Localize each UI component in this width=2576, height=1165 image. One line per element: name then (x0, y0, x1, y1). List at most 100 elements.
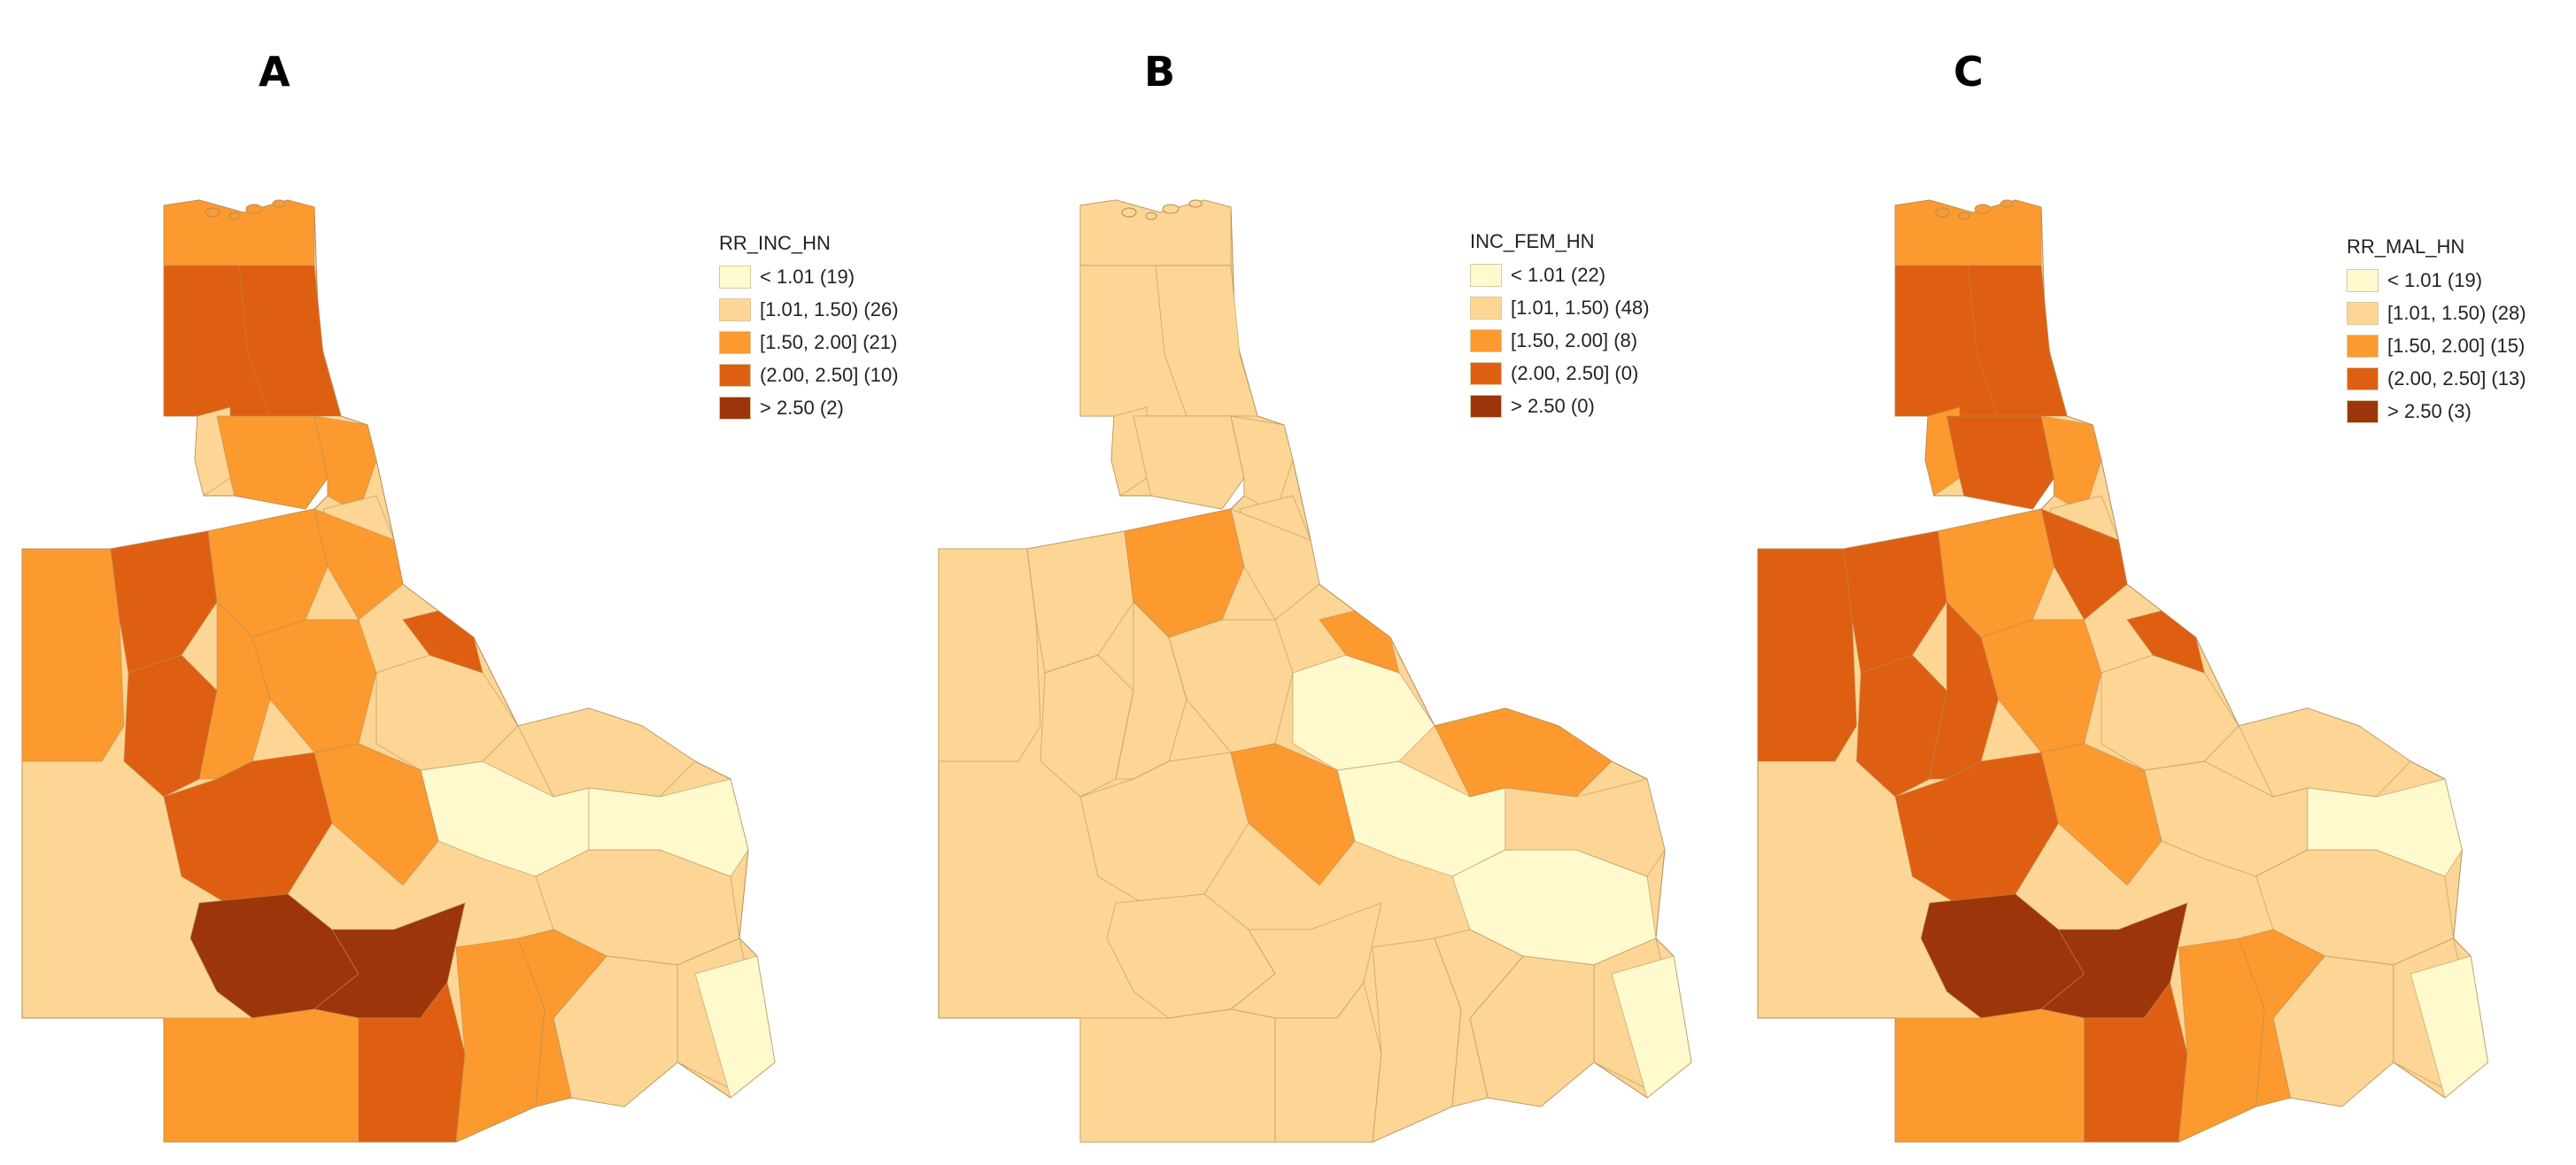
legend-title: RR_INC_HN (719, 232, 831, 254)
map-island (205, 207, 220, 218)
panel-label: A (259, 48, 290, 96)
map-region (1434, 707, 1613, 798)
map-island (1974, 204, 1992, 214)
legend-swatch (1470, 263, 1502, 287)
legend-label: < 1.01 (22) (1511, 263, 1606, 286)
map-region (21, 548, 125, 762)
choropleth-map (938, 199, 1692, 1143)
legend-label: [1.01, 1.50) (48) (1511, 296, 1650, 319)
map-island (1162, 204, 1180, 214)
map-region (313, 743, 439, 886)
legend-swatch (1470, 296, 1502, 320)
legend-title: RR_MAL_HN (2347, 235, 2465, 258)
legend-item: < 1.01 (19) (2347, 264, 2526, 297)
map-region (251, 619, 377, 753)
map-region (2238, 707, 2411, 798)
legend-label: [1.01, 1.50) (28) (2387, 301, 2526, 324)
legend-swatch (719, 396, 751, 420)
legend-swatch (719, 265, 751, 289)
map-region (2040, 743, 2162, 886)
map-region (1230, 508, 1320, 621)
panel-a: A RR_INC_HN < 1.01 (19) [1.01, 1.50) (26)… (0, 0, 899, 1165)
legend-item: [1.50, 2.00] (8) (1470, 324, 1650, 357)
legend-swatch (2347, 301, 2379, 325)
legend-swatch (1470, 328, 1502, 352)
legend-item: < 1.01 (19) (719, 260, 899, 293)
map-region (163, 199, 315, 266)
map-region (588, 778, 749, 877)
map-island (1935, 207, 1950, 218)
map-region (163, 1008, 360, 1143)
legend-label: > 2.50 (0) (1511, 394, 1595, 417)
map-region (2410, 955, 2489, 1099)
map-region (1079, 199, 1232, 266)
legend-swatch (2347, 366, 2379, 390)
legend-swatch (719, 363, 751, 387)
map-region (2126, 610, 2206, 674)
legend-item: [1.50, 2.00] (21) (719, 326, 899, 359)
choropleth-map (1757, 199, 2489, 1143)
map-region (517, 707, 696, 798)
legend-item: (2.00, 2.50] (0) (1470, 357, 1650, 390)
legend-item: [1.50, 2.00] (15) (2347, 329, 2526, 362)
map-regions (938, 199, 1692, 1143)
map-region (1757, 548, 1858, 762)
legend-label: < 1.01 (19) (760, 265, 855, 288)
legend-item: > 2.50 (2) (719, 391, 899, 424)
legend-label: > 2.50 (3) (2387, 399, 2472, 422)
legend: INC_FEM_HN < 1.01 (22) [1.01, 1.50) (48) [… (1470, 230, 1650, 422)
map-island (2000, 199, 2014, 208)
map-region (938, 548, 1041, 762)
legend-swatch (2347, 334, 2379, 358)
map-island (245, 204, 263, 214)
map-island (1121, 207, 1137, 218)
legend-title: INC_FEM_HN (1470, 230, 1595, 252)
map-region (1319, 610, 1400, 674)
legend-item: [1.01, 1.50) (26) (719, 293, 899, 326)
legend-label: > 2.50 (2) (760, 396, 844, 419)
legend-item: > 2.50 (0) (1470, 390, 1650, 422)
map-island (272, 199, 286, 208)
map-island (1188, 199, 1203, 208)
choropleth-map (21, 199, 776, 1143)
map-region (1079, 1008, 1276, 1143)
legend-swatch (719, 330, 751, 354)
map-region (1434, 929, 1524, 1107)
legend-swatch (719, 297, 751, 321)
panel-b: B INC_FEM_HN < 1.01 (22) [1.01, 1.50) (48… (894, 0, 1780, 1165)
map-region (1980, 619, 2102, 753)
panel-label: C (1953, 48, 1984, 96)
legend-label: [1.50, 2.00] (8) (1511, 328, 1638, 351)
map-regions (1757, 199, 2489, 1143)
map-region (1611, 955, 1692, 1099)
legend-label: (2.00, 2.50] (0) (1511, 361, 1639, 384)
legend-label: (2.00, 2.50] (13) (2387, 366, 2526, 390)
map-region (1894, 1008, 2085, 1143)
legend-swatch (1470, 394, 1502, 418)
map-island (1145, 212, 1157, 220)
legend-swatch (2347, 268, 2379, 292)
map-regions (21, 199, 776, 1143)
map-region (1230, 743, 1356, 886)
legend-item: (2.00, 2.50] (13) (2347, 362, 2526, 395)
map-region (313, 508, 404, 621)
legend: RR_MAL_HN < 1.01 (19) [1.01, 1.50) (28) [1… (2347, 235, 2526, 428)
legend-item: > 2.50 (3) (2347, 395, 2526, 428)
legend-swatch (1470, 361, 1502, 385)
legend-label: < 1.01 (19) (2387, 268, 2483, 291)
panel-c: C RR_MAL_HN < 1.01 (19) [1.01, 1.50) (28)… (1736, 0, 2576, 1165)
legend-swatch (2347, 399, 2379, 423)
legend-item: [1.01, 1.50) (28) (2347, 297, 2526, 329)
map-island (228, 212, 241, 220)
legend-label: [1.50, 2.00] (15) (2387, 334, 2526, 357)
legend-label: [1.01, 1.50) (26) (760, 297, 899, 320)
legend-item: < 1.01 (22) (1470, 258, 1650, 291)
map-region (2307, 778, 2463, 877)
legend-item: [1.01, 1.50) (48) (1470, 291, 1650, 324)
legend-label: [1.50, 2.00] (21) (760, 330, 898, 353)
map-region (1168, 619, 1294, 753)
panel-label: B (1144, 48, 1176, 96)
map-region (402, 610, 483, 674)
map-region (1505, 778, 1666, 877)
map-region (694, 955, 776, 1099)
